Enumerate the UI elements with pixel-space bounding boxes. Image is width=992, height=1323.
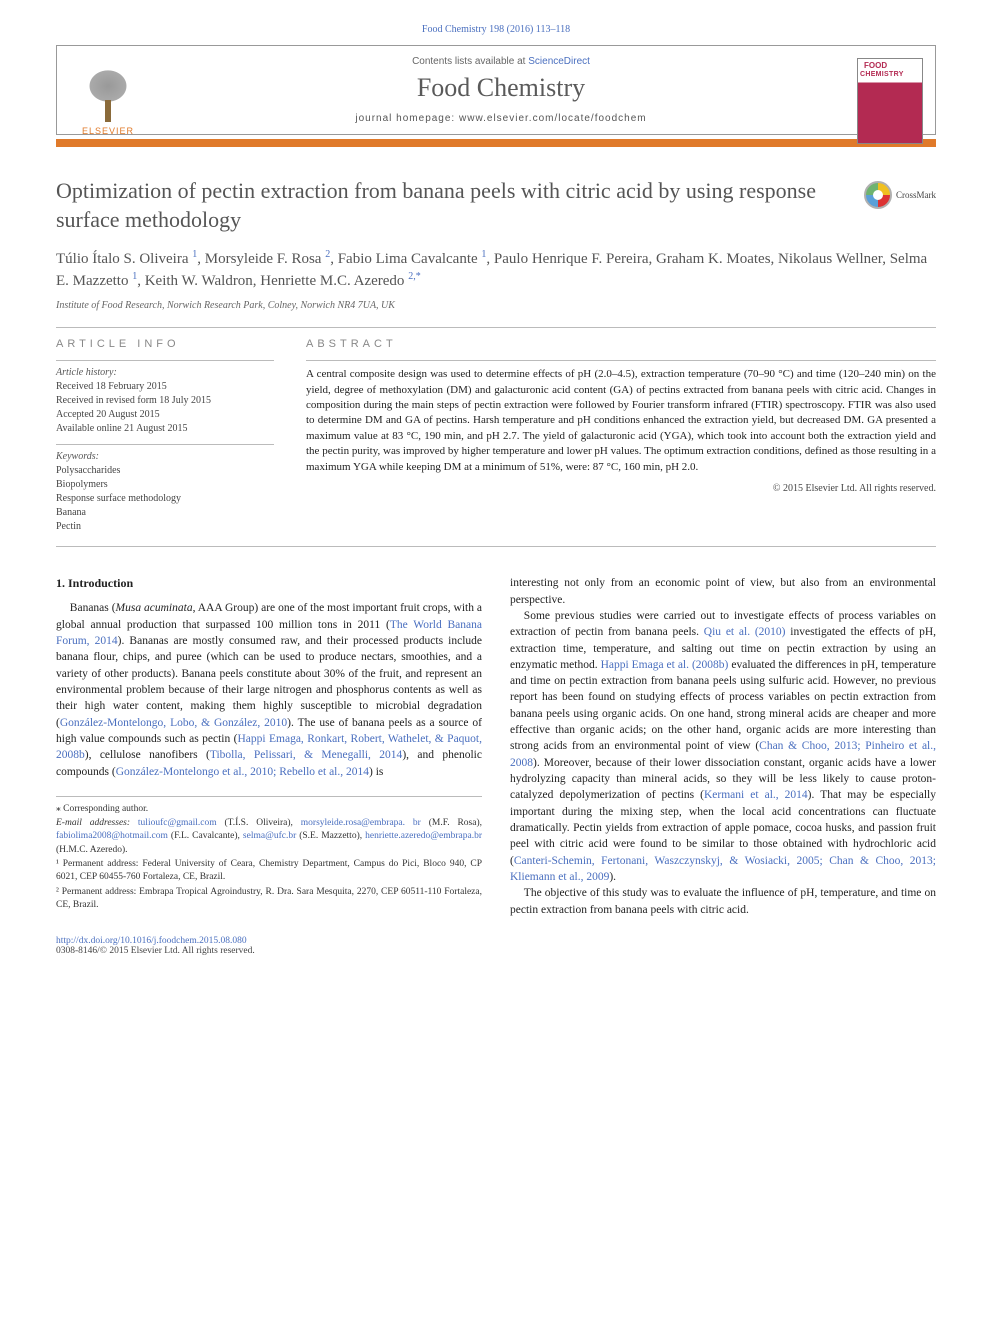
article-info-label: article info bbox=[56, 338, 274, 350]
author-list: Túlio Ítalo S. Oliveira 1, Morsyleide F.… bbox=[56, 248, 936, 292]
journal-citation: Food Chemistry 198 (2016) 113–118 bbox=[56, 24, 936, 35]
contents-prefix: Contents lists available at bbox=[412, 56, 528, 67]
cover-text-food: FOOD bbox=[864, 61, 887, 70]
keyword-3: Banana bbox=[56, 506, 274, 520]
keywords-label: Keywords: bbox=[56, 451, 274, 462]
homepage-prefix: journal homepage: bbox=[355, 113, 459, 124]
ref-link[interactable]: Happi Emaga et al. (2008b) bbox=[601, 659, 729, 671]
article-info-column: article info Article history: Received 1… bbox=[56, 338, 274, 534]
crossmark-badge[interactable]: CrossMark bbox=[864, 181, 936, 209]
history-received: Received 18 February 2015 bbox=[56, 380, 274, 394]
email-who: (H.M.C. Azeredo). bbox=[56, 845, 128, 855]
doi-block: http://dx.doi.org/10.1016/j.foodchem.201… bbox=[56, 936, 936, 956]
elsevier-tree-icon bbox=[78, 70, 138, 126]
intro-para-1: Bananas (Musa acuminata, AAA Group) are … bbox=[56, 600, 482, 780]
abstract-copyright: © 2015 Elsevier Ltd. All rights reserved… bbox=[306, 483, 936, 494]
ref-link[interactable]: Qiu et al. (2010) bbox=[704, 626, 786, 638]
body-columns: 1. Introduction Bananas (Musa acuminata,… bbox=[56, 575, 936, 918]
email-who: (T.Í.S. Oliveira) bbox=[224, 818, 290, 828]
affiliation: Institute of Food Research, Norwich Rese… bbox=[56, 300, 936, 311]
journal-cover-thumb[interactable]: FOOD CHEMISTRY bbox=[857, 58, 923, 144]
history-revised: Received in revised form 18 July 2015 bbox=[56, 394, 274, 408]
email-who: (S.E. Mazzetto) bbox=[299, 831, 360, 841]
ref-link[interactable]: González-Montelongo et al., 2010; Rebell… bbox=[116, 766, 369, 778]
ref-link[interactable]: Tibolla, Pelissari, & Menegalli, 2014 bbox=[210, 749, 402, 761]
keyword-1: Biopolymers bbox=[56, 478, 274, 492]
crossmark-label: CrossMark bbox=[896, 190, 936, 200]
footnote-emails: E-mail addresses: tulioufc@gmail.com (T.… bbox=[56, 817, 482, 857]
email-link[interactable]: morsyleide.rosa@embrapa. br bbox=[301, 818, 421, 828]
footnotes: ⁎ Corresponding author. E-mail addresses… bbox=[56, 796, 482, 912]
footnote-addr2: ² Permanent address: Embrapa Tropical Ag… bbox=[56, 886, 482, 913]
article-title: Optimization of pectin extraction from b… bbox=[56, 177, 848, 234]
abstract-column: abstract A central composite design was … bbox=[306, 338, 936, 534]
homepage-line: journal homepage: www.elsevier.com/locat… bbox=[167, 113, 835, 124]
cover-text-chem: CHEMISTRY bbox=[860, 71, 904, 78]
footnote-addr1: ¹ Permanent address: Federal University … bbox=[56, 858, 482, 885]
orange-divider bbox=[56, 139, 936, 147]
history-label: Article history: bbox=[56, 367, 274, 378]
email-link[interactable]: tulioufc@gmail.com bbox=[138, 818, 217, 828]
email-link[interactable]: henriette.azeredo@embrapa.br bbox=[365, 831, 482, 841]
intro-heading: 1. Introduction bbox=[56, 575, 482, 592]
ref-link[interactable]: Chan & Choo, 2013; Pinheiro et al., 2008 bbox=[510, 740, 936, 768]
keyword-0: Polysaccharides bbox=[56, 464, 274, 478]
history-online: Available online 21 August 2015 bbox=[56, 422, 274, 436]
email-link[interactable]: fabiolima2008@hotmail.com bbox=[56, 831, 168, 841]
elsevier-logo[interactable]: ELSEVIER bbox=[69, 58, 147, 136]
rule-top bbox=[56, 327, 936, 328]
journal-name: Food Chemistry bbox=[167, 73, 835, 103]
intro-para-2: interesting not only from an economic po… bbox=[510, 575, 936, 608]
contents-line: Contents lists available at ScienceDirec… bbox=[167, 56, 835, 67]
intro-para-3: Some previous studies were carried out t… bbox=[510, 608, 936, 886]
email-label: E-mail addresses: bbox=[56, 818, 130, 828]
footnote-corresponding: ⁎ Corresponding author. bbox=[56, 803, 482, 816]
intro-para-4: The objective of this study was to evalu… bbox=[510, 885, 936, 918]
email-link[interactable]: selma@ufc.br bbox=[243, 831, 296, 841]
abstract-text: A central composite design was used to d… bbox=[306, 367, 936, 475]
abstract-label: abstract bbox=[306, 338, 936, 350]
email-who: (M.F. Rosa) bbox=[429, 818, 480, 828]
doi-link[interactable]: http://dx.doi.org/10.1016/j.foodchem.201… bbox=[56, 936, 247, 946]
elsevier-label: ELSEVIER bbox=[82, 126, 134, 136]
ref-link[interactable]: González-Montelongo, Lobo, & González, 2… bbox=[60, 717, 287, 729]
ref-link[interactable]: The World Banana Forum, 2014 bbox=[56, 619, 482, 647]
ref-link[interactable]: Kermani et al., 2014 bbox=[704, 789, 808, 801]
email-who: (F.L. Cavalcante) bbox=[171, 831, 238, 841]
crossmark-icon bbox=[864, 181, 892, 209]
history-accepted: Accepted 20 August 2015 bbox=[56, 408, 274, 422]
sciencedirect-link[interactable]: ScienceDirect bbox=[528, 56, 590, 67]
journal-header: ELSEVIER Contents lists available at Sci… bbox=[56, 45, 936, 135]
keyword-2: Response surface methodology bbox=[56, 492, 274, 506]
issn-line: 0308-8146/© 2015 Elsevier Ltd. All right… bbox=[56, 946, 936, 956]
keyword-4: Pectin bbox=[56, 520, 274, 534]
homepage-url[interactable]: www.elsevier.com/locate/foodchem bbox=[459, 113, 647, 124]
ref-link[interactable]: Canteri-Schemin, Fertonani, Waszczynskyj… bbox=[510, 855, 936, 883]
rule-bottom bbox=[56, 546, 936, 547]
